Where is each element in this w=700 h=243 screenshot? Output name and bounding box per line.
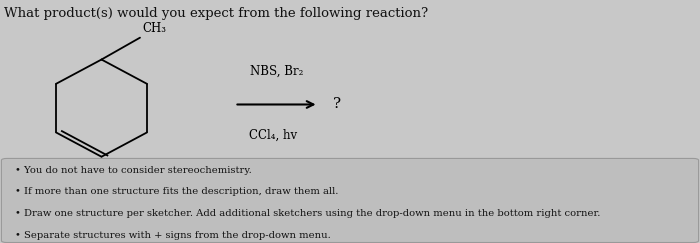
- Text: NBS, Br₂: NBS, Br₂: [250, 65, 303, 78]
- Text: CCl₄, hv: CCl₄, hv: [249, 129, 297, 142]
- Text: ?: ?: [332, 97, 341, 112]
- Text: • Separate structures with + signs from the drop-down menu.: • Separate structures with + signs from …: [15, 231, 331, 240]
- Text: • If more than one structure fits the description, draw them all.: • If more than one structure fits the de…: [15, 187, 339, 197]
- Text: CH₃: CH₃: [142, 22, 166, 35]
- FancyBboxPatch shape: [1, 158, 699, 243]
- Text: What product(s) would you expect from the following reaction?: What product(s) would you expect from th…: [4, 7, 428, 20]
- Text: • Draw one structure per sketcher. Add additional sketchers using the drop-down : • Draw one structure per sketcher. Add a…: [15, 209, 601, 218]
- Text: • You do not have to consider stereochemistry.: • You do not have to consider stereochem…: [15, 165, 252, 175]
